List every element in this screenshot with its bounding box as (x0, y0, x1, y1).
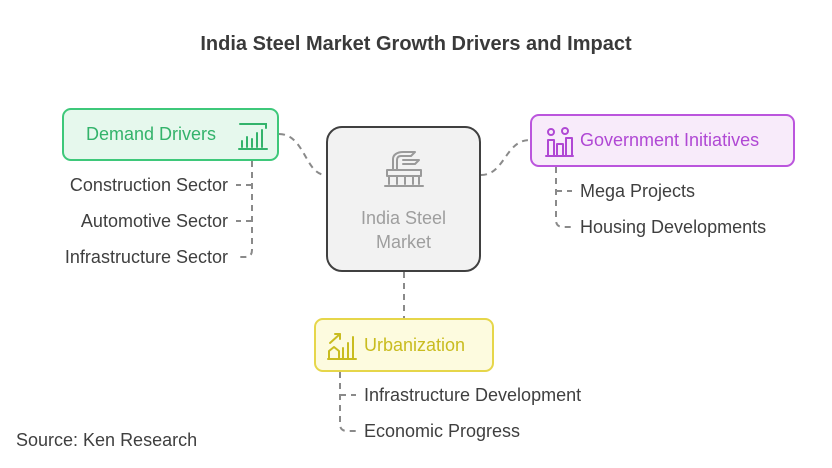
connector-center-government (480, 139, 531, 176)
connector-gov-items (555, 167, 572, 228)
connector-demand-center (278, 133, 327, 176)
center-label-line1: India Steel (360, 208, 447, 228)
government-item-housing: Housing Developments (580, 217, 767, 237)
connector-urban-items (339, 372, 356, 432)
government-initiatives-node: Government Initiatives (530, 114, 795, 167)
urbanization-node: Urbanization (314, 318, 494, 372)
center-label-line2: Market (375, 232, 431, 252)
government-initiatives-label: Government Initiatives (580, 130, 760, 150)
urbanization-item-infrastructure-development: Infrastructure Development (364, 385, 582, 405)
connector-demand-items (236, 161, 253, 258)
growth-house-icon (326, 331, 358, 366)
urbanization-label: Urbanization (364, 335, 466, 355)
urbanization-item-economic-progress: Economic Progress (364, 421, 521, 441)
government-buildings-icon (544, 126, 574, 163)
source-note: Source: Ken Research (16, 430, 198, 450)
center-node: India Steel Market (326, 126, 481, 272)
demand-drivers-label: Demand Drivers (86, 124, 217, 144)
demand-item-construction: Construction Sector (69, 175, 228, 195)
government-item-mega-projects: Mega Projects (580, 181, 696, 201)
page-title: India Steel Market Growth Drivers and Im… (200, 33, 632, 55)
bar-chart-icon (237, 121, 269, 156)
demand-drivers-node: Demand Drivers (62, 108, 279, 161)
demand-item-automotive: Automotive Sector (80, 211, 228, 231)
steel-factory-icon (381, 150, 427, 197)
demand-item-infrastructure: Infrastructure Sector (64, 247, 228, 267)
